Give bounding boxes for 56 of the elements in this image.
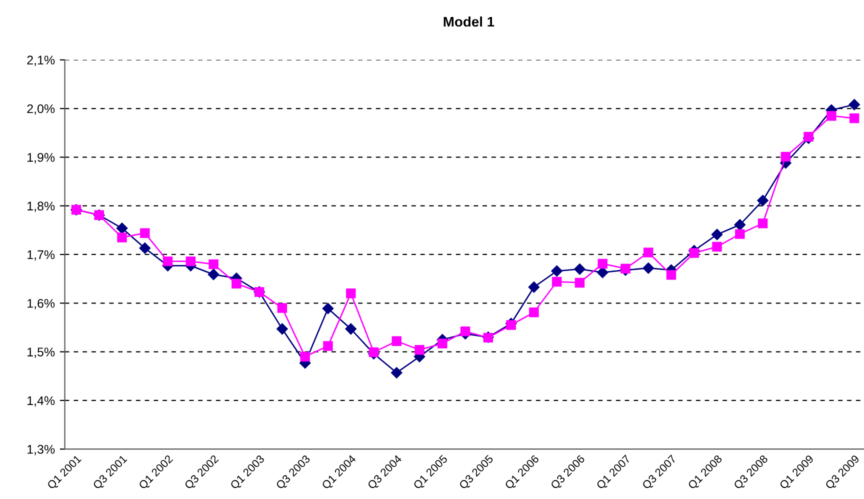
point bbox=[574, 278, 585, 288]
y-tick-label: 1,8% bbox=[28, 202, 55, 212]
point bbox=[277, 303, 288, 313]
point bbox=[276, 323, 288, 335]
point bbox=[368, 347, 379, 358]
point bbox=[208, 268, 220, 280]
point bbox=[758, 218, 768, 228]
point bbox=[711, 228, 723, 240]
point bbox=[712, 242, 722, 252]
point bbox=[574, 263, 586, 275]
point bbox=[391, 367, 402, 378]
point bbox=[780, 152, 791, 162]
y-tick-label: 1,9% bbox=[28, 152, 55, 164]
chart-title: Model 1 bbox=[444, 16, 494, 27]
point bbox=[140, 228, 150, 238]
point bbox=[620, 264, 630, 274]
point bbox=[757, 194, 768, 206]
point bbox=[642, 262, 654, 274]
y-tick-label: 1,5% bbox=[28, 348, 55, 358]
point bbox=[139, 242, 151, 254]
point bbox=[345, 323, 356, 335]
y-tick-label: 2,1% bbox=[27, 56, 55, 66]
y-tick-label: 2,0% bbox=[27, 104, 55, 115]
y-tick-label: 1,7% bbox=[28, 250, 55, 261]
point bbox=[552, 276, 562, 287]
point bbox=[735, 229, 745, 239]
point bbox=[734, 219, 746, 230]
point bbox=[848, 99, 860, 110]
point bbox=[666, 270, 676, 280]
point bbox=[529, 308, 539, 318]
point bbox=[849, 113, 860, 124]
point bbox=[392, 336, 402, 346]
point bbox=[506, 320, 516, 330]
point bbox=[208, 259, 218, 270]
y-tick-label: 1,6% bbox=[28, 298, 55, 310]
point bbox=[551, 265, 562, 277]
point bbox=[186, 256, 196, 266]
point bbox=[804, 132, 814, 142]
y-tick-label: 1,3% bbox=[28, 444, 55, 456]
point bbox=[414, 344, 424, 355]
point bbox=[438, 338, 448, 348]
y-tick-label: 1,4% bbox=[28, 396, 55, 407]
point bbox=[598, 258, 608, 269]
point bbox=[644, 248, 654, 258]
point bbox=[689, 248, 699, 258]
point bbox=[117, 232, 127, 242]
point bbox=[460, 326, 470, 336]
point bbox=[232, 278, 242, 289]
point bbox=[323, 341, 333, 351]
point bbox=[162, 256, 173, 266]
point bbox=[322, 302, 334, 314]
point bbox=[116, 222, 128, 234]
point bbox=[826, 110, 836, 121]
point bbox=[300, 352, 310, 362]
point bbox=[346, 288, 356, 298]
point bbox=[528, 281, 540, 293]
